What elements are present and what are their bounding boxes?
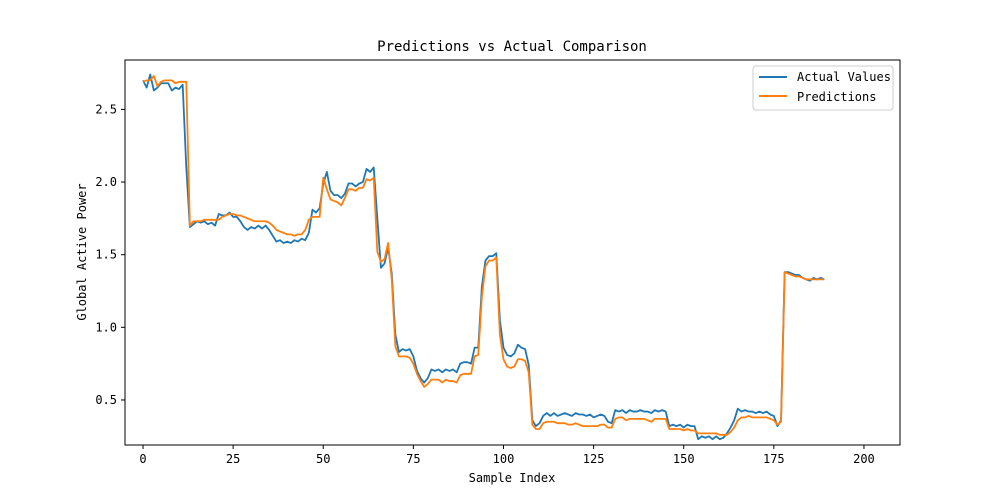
x-tick-label: 100 [493, 452, 515, 466]
legend-label-predictions: Predictions [797, 90, 876, 104]
series-line-actual-values [142, 73, 825, 441]
chart-title: Predictions vs Actual Comparison [377, 39, 647, 55]
x-tick-label: 200 [853, 452, 875, 466]
series-line-predictions [142, 75, 825, 436]
x-tick-label: 175 [763, 452, 785, 466]
y-tick-label: 1.5 [95, 248, 117, 262]
x-tick-label: 125 [583, 452, 605, 466]
y-axis: 0.5 1.0 1.5 2.0 2.5 [95, 102, 125, 407]
y-axis-label: Global Active Power [75, 183, 89, 320]
legend-box [752, 65, 894, 111]
legend-label-actual: Actual Values [797, 70, 891, 84]
x-tick-label: 150 [673, 452, 695, 466]
y-tick-label: 2.0 [95, 175, 117, 189]
y-tick-label: 0.5 [95, 393, 117, 407]
x-tick-label: 0 [139, 452, 146, 466]
y-tick-label: 2.5 [95, 102, 117, 116]
plot-area [124, 59, 901, 446]
x-tick-label: 75 [406, 452, 420, 466]
x-axis: 0 25 50 75 100 125 150 175 200 [139, 445, 875, 466]
x-tick-label: 50 [316, 452, 330, 466]
y-tick-label: 1.0 [95, 320, 117, 334]
series-layer [142, 73, 825, 441]
x-tick-label: 25 [226, 452, 240, 466]
x-axis-label: Sample Index [469, 471, 556, 485]
legend: Actual Values Predictions [752, 65, 894, 111]
